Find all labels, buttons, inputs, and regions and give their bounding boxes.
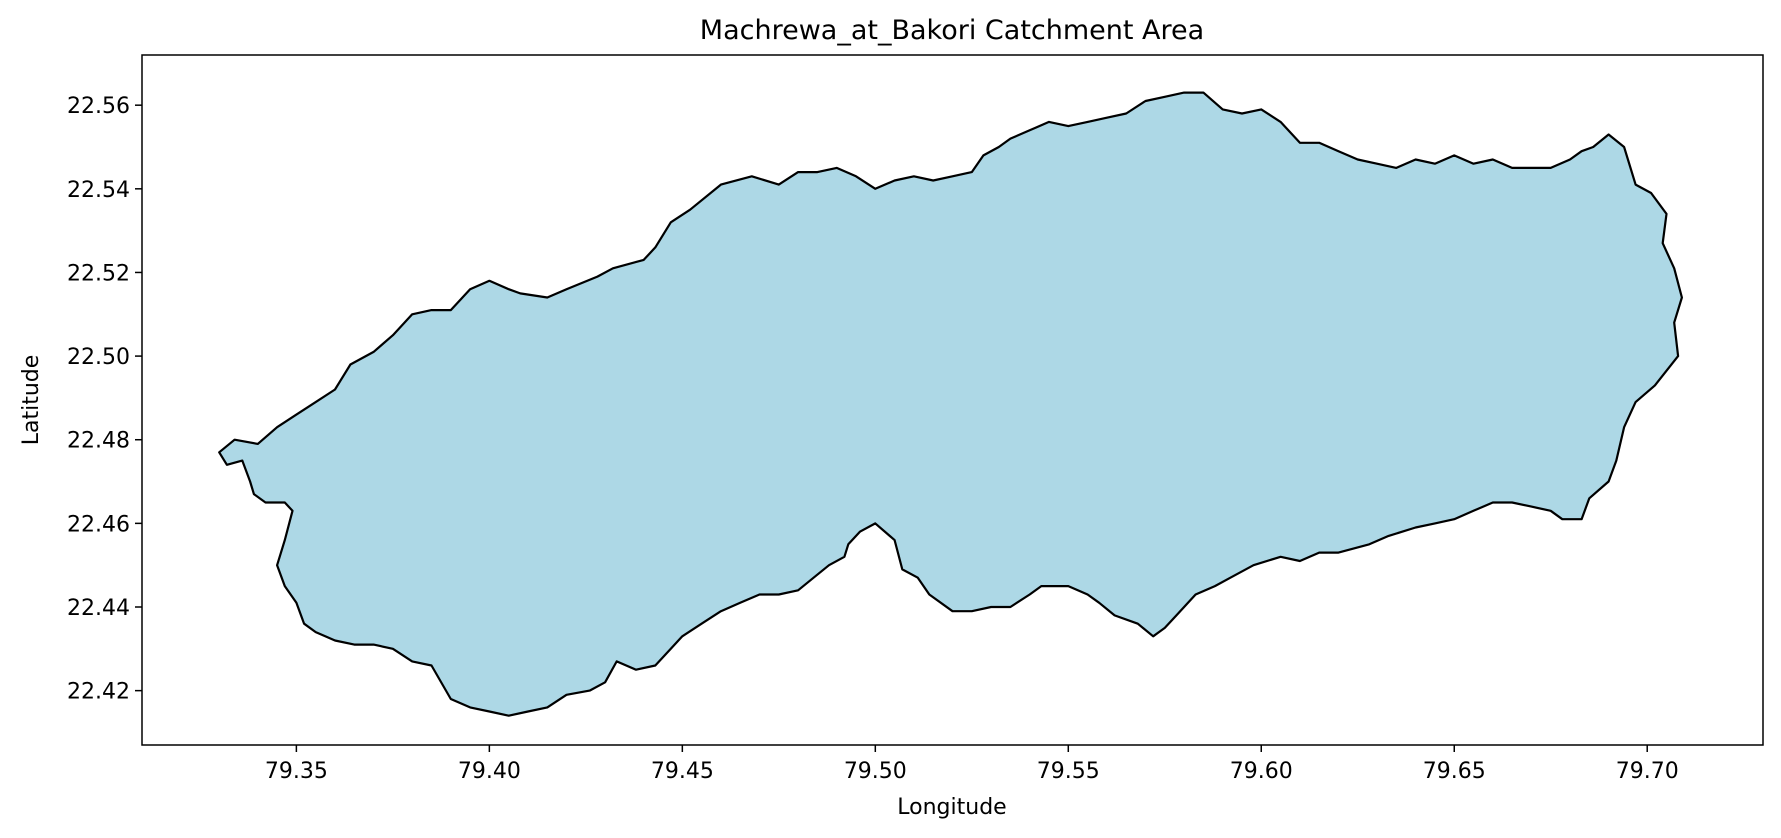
y-axis-label: Latitude (19, 355, 44, 446)
y-tick-label: 22.56 (67, 94, 130, 119)
plot-area (141, 54, 1764, 746)
y-tick-label: 22.46 (67, 512, 130, 537)
x-tick-label: 79.55 (1037, 759, 1100, 784)
y-tick-label: 22.50 (67, 345, 130, 370)
x-tick-label: 79.40 (458, 759, 521, 784)
x-tick-label: 79.50 (844, 759, 907, 784)
x-axis: 79.35 79.40 79.45 79.50 79.55 79.60 79.65 79.70 (265, 745, 1679, 784)
x-axis-label: Longitude (897, 795, 1006, 820)
axes-frame (141, 54, 1764, 746)
chart-title: Machrewa_at_Bakori Catchment Area (700, 15, 1204, 46)
y-tick-label: 22.48 (67, 429, 130, 454)
x-tick-label: 79.45 (651, 759, 714, 784)
y-tick-label: 22.52 (67, 261, 130, 286)
catchment-polygon (218, 91, 1683, 717)
x-tick-label: 79.35 (265, 759, 328, 784)
x-tick-label: 79.70 (1616, 759, 1679, 784)
x-tick-label: 79.60 (1230, 759, 1293, 784)
x-tick-label: 79.65 (1423, 759, 1486, 784)
y-tick-label: 22.42 (67, 680, 130, 705)
y-tick-label: 22.54 (67, 178, 130, 203)
y-tick-label: 22.44 (67, 596, 130, 621)
y-axis: 22.42 22.44 22.46 22.48 22.50 22.52 22.54 22.56 (67, 94, 142, 705)
